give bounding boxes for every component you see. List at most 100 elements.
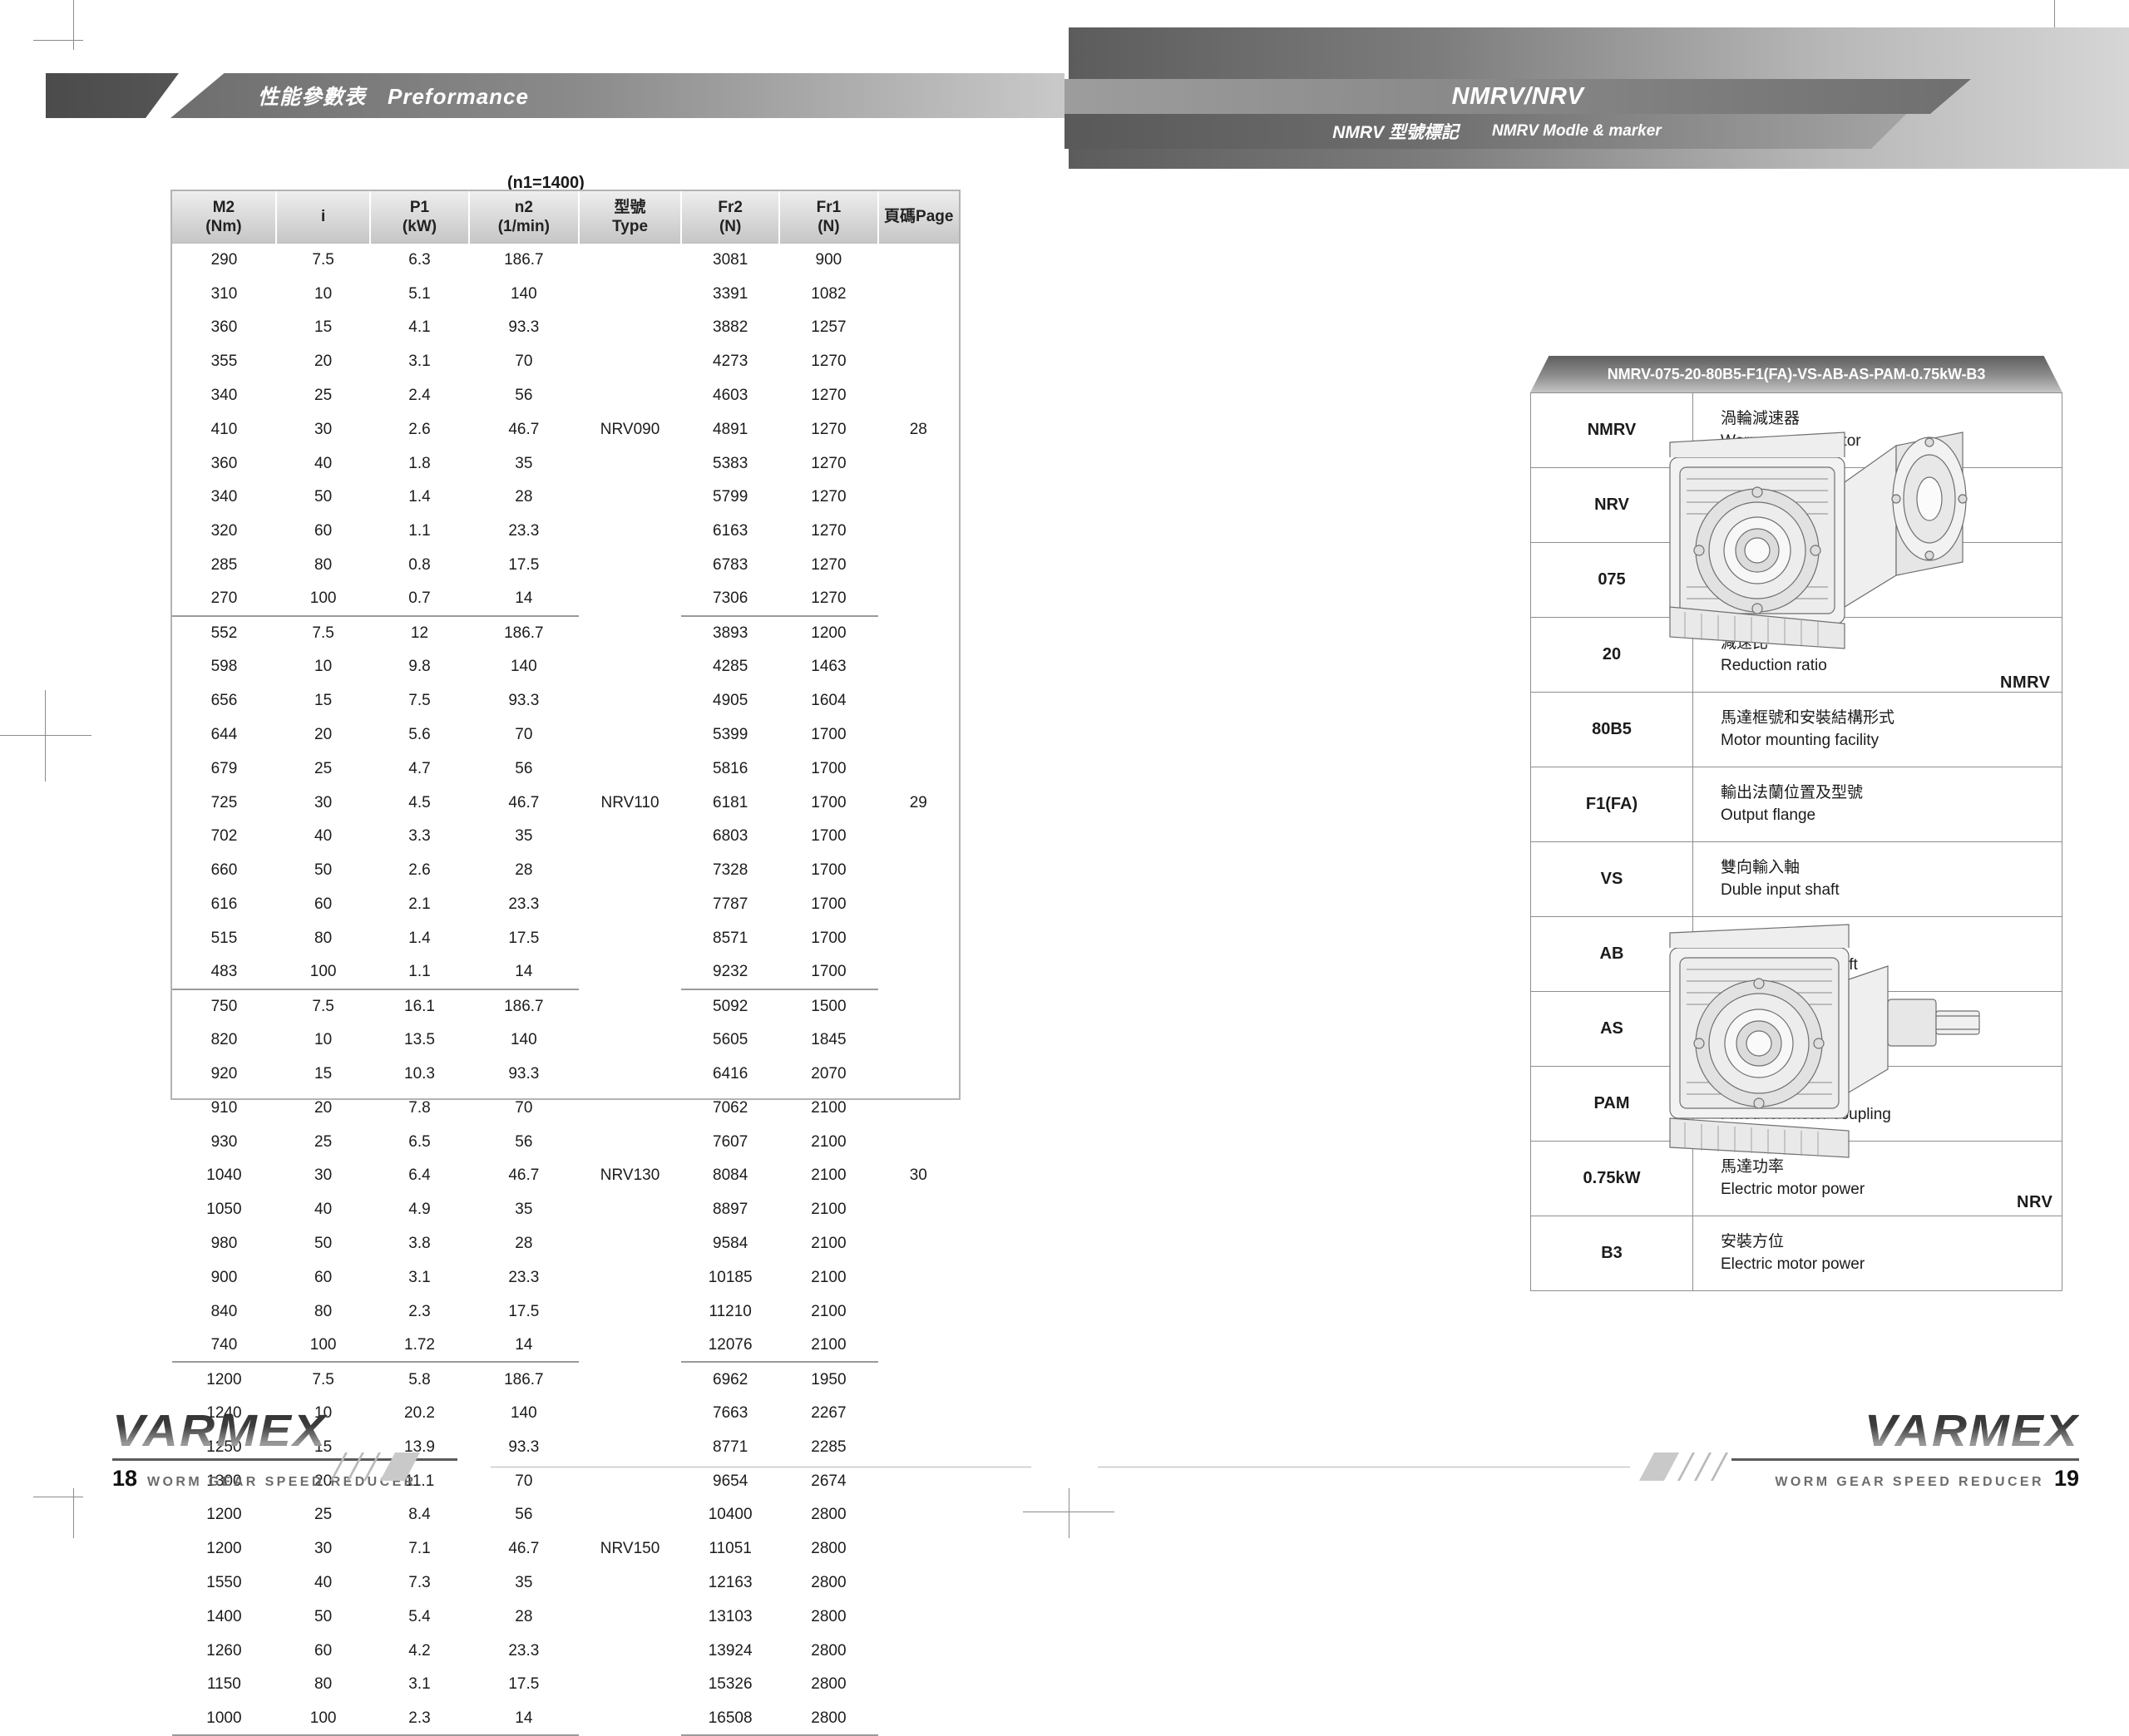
right-header-subtitle: NMRV 型號標記 NMRV Modle & marker (1064, 114, 1929, 149)
cell-m2: 820 (210, 1031, 238, 1049)
cell-m2: 840 (210, 1302, 238, 1320)
cell-m2: 725 (210, 793, 238, 811)
cell-n2: 28 (515, 861, 533, 880)
cell-fr2: 7328 (713, 861, 748, 880)
cell-m2: 740 (172, 1328, 276, 1364)
cell-fr1: 2070 (811, 1065, 847, 1083)
header-dark-wedge (46, 73, 179, 118)
cell-m2: 644 (210, 726, 238, 744)
cell-fr2: 11051 (709, 1540, 752, 1558)
cell-fr1: 2100 (811, 1268, 847, 1286)
model-description-zh: 馬達功率 (1721, 1157, 1785, 1176)
col-header-n2: n2 (1/min) (468, 191, 580, 244)
cell-p1: 5.1 (408, 284, 431, 303)
footer-rule (112, 1458, 457, 1461)
table-row: 285 80 0.8 17.5 6783 1270 (172, 548, 959, 582)
cell-fr2: 6416 (713, 1065, 748, 1083)
cell-i: 7.5 (312, 251, 334, 269)
col-header-n2-unit: (1/min) (497, 217, 550, 235)
cell-fr2: 10400 (708, 1506, 753, 1524)
table-row: 360 40 1.8 35 5383 1270 (172, 446, 959, 481)
col-header-i-top: i (320, 208, 326, 226)
left-page-header-title: 性能參數表 Preformance (258, 81, 529, 111)
col-header-p1-unit: (kW) (402, 217, 437, 235)
cell-n2: 14 (468, 1701, 580, 1736)
right-page: NMRV/NRV NMRV 型號標記 NMRV Modle & marker NM… (1064, 0, 2129, 1538)
cell-n2: 186.7 (504, 1370, 544, 1388)
nrv-gearbox-illustration (1669, 924, 1980, 1158)
cell-m2: 750 (210, 997, 238, 1015)
cell-i: 50 (314, 1607, 333, 1625)
cell-fr1: 1082 (811, 284, 847, 303)
table-row: 340 25 2.4 56 4603 1270 (172, 378, 959, 412)
cell-fr2: 7663 (713, 1403, 748, 1422)
cell-fr2: 9232 (681, 954, 780, 990)
cell-fr2: 4273 (713, 353, 748, 371)
model-code-cell: 0.75kW (1530, 1141, 1693, 1216)
cell-fr2: 12163 (708, 1573, 753, 1591)
table-row: 483 100 1.1 14 9232 1700 (172, 954, 959, 990)
model-description-en: Reduction ratio (1721, 656, 1827, 674)
cell-fr1: 1700 (811, 929, 847, 947)
cell-fr1: 2800 (811, 1506, 847, 1524)
cell-fr1: 1700 (811, 827, 847, 846)
cell-m2: 483 (172, 954, 276, 990)
cell-fr2: 13103 (708, 1607, 753, 1625)
cell-p1: 13.5 (404, 1031, 435, 1049)
cell-fr1: 1700 (811, 895, 847, 914)
model-description-en: Motor mounting facility (1721, 731, 1880, 749)
cell-m2: 1260 (206, 1641, 242, 1660)
right-header-subtitle-zh: NMRV 型號標記 (1332, 123, 1459, 142)
cell-fr1: 1463 (811, 658, 847, 676)
cell-i: 15 (314, 692, 333, 710)
cell-p1: 6.4 (408, 1166, 431, 1185)
model-description-cell: 馬達功率 Electric motor power (1692, 1141, 2062, 1216)
cell-fr2: 6163 (713, 522, 748, 540)
cell-p1: 11.1 (404, 1472, 435, 1490)
cell-i: 50 (314, 1235, 333, 1252)
nmrv-gearbox-illustration (1669, 432, 1968, 649)
table-row: 598 10 9.8 140 4285 1463 (172, 650, 959, 684)
footer-slash-decoration-left (329, 1452, 482, 1481)
cell-n2: 46.7 (508, 793, 540, 811)
cell-i: 100 (275, 954, 371, 990)
model-description-zh: 馬達框號和安裝結構形式 (1721, 708, 1895, 727)
table-row: 1300 20 11.1 70 9654 2674 (172, 1464, 959, 1498)
header-gradient-bar (170, 73, 1064, 118)
cell-fr2: 8084 (713, 1166, 748, 1185)
cell-fr1: 1270 (811, 488, 847, 506)
cell-fr2: 6962 (713, 1370, 748, 1388)
cell-m2: 660 (210, 861, 238, 880)
cell-fr1: 2100 (811, 1235, 847, 1252)
cell-i: 10 (276, 1396, 371, 1430)
cell-i: 50 (314, 488, 333, 506)
cell-p1: 3.3 (408, 827, 431, 846)
cell-m2: 340 (210, 387, 238, 405)
cell-p1: 1.4 (408, 929, 431, 947)
col-header-fr1: Fr1 (N) (779, 191, 879, 244)
cell-n2: 23.3 (508, 522, 540, 540)
cell-m2: 1200 (206, 1540, 242, 1558)
cell-i: 40 (314, 1573, 333, 1591)
cell-p1: 7.5 (408, 692, 431, 710)
cell-fr1: 2100 (811, 1166, 847, 1185)
right-header-stripe-upper (1064, 79, 1971, 114)
table-row: 310 10 5.1 140 3391 1082 (172, 277, 959, 311)
cell-i: 40 (314, 1201, 333, 1219)
cell-n2: 35 (515, 454, 533, 472)
cell-fr2: 7062 (713, 1098, 748, 1117)
right-header-subtitle-en: NMRV Modle & marker (1491, 122, 1662, 140)
cell-i: 60 (314, 1641, 333, 1660)
cell-fr2: 8771 (713, 1438, 748, 1456)
cell-p1: 13.9 (370, 1430, 468, 1464)
footer-rule (1731, 1458, 2079, 1461)
col-header-i: i (275, 191, 372, 244)
cell-fr2: 10185 (708, 1268, 753, 1286)
cell-n2: 140 (510, 284, 537, 303)
page-number: 19 (2053, 1466, 2079, 1491)
cell-fr1: 2800 (811, 1540, 847, 1558)
model-description-cell: 雙向輸入軸 Duble input shaft (1692, 841, 2062, 917)
cell-p1: 7.8 (408, 1098, 431, 1117)
left-header-zh: 性能參數表 (258, 86, 367, 109)
table-row: 1150 80 3.1 17.5 15326 2800 (172, 1667, 959, 1701)
